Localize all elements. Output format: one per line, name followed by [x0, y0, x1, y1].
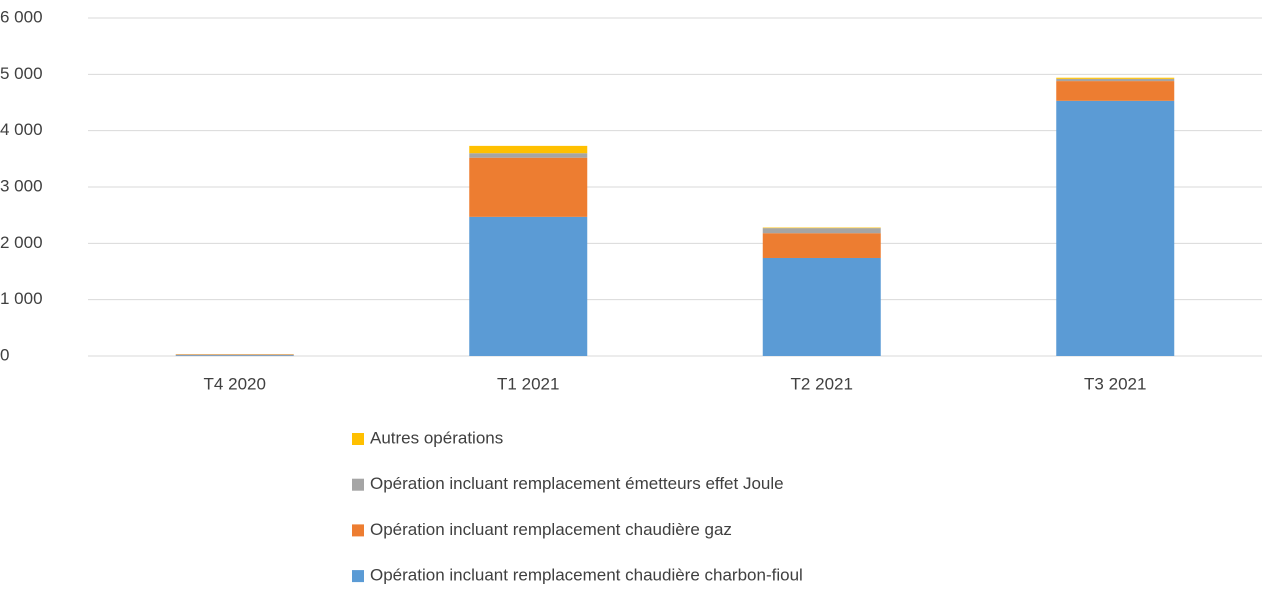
- y-tick-label: 1 000: [0, 289, 43, 308]
- bar-segment: [1056, 100, 1175, 356]
- y-tick-label: 3 000: [0, 176, 43, 195]
- bar-segment: [762, 233, 881, 258]
- bar-segment: [469, 153, 588, 158]
- legend-label: Autres opérations: [370, 428, 503, 447]
- x-tick-label: T2 2021: [791, 374, 853, 393]
- x-tick-label: T4 2020: [204, 374, 266, 393]
- legend-label: Opération incluant remplacement chaudièr…: [370, 520, 732, 539]
- legend-label: Opération incluant remplacement chaudièr…: [370, 566, 803, 585]
- legend-label: Opération incluant remplacement émetteur…: [370, 474, 784, 493]
- bar-segment: [469, 157, 588, 217]
- y-tick-label: 6 000: [0, 7, 43, 26]
- x-tick-label: T3 2021: [1084, 374, 1146, 393]
- y-tick-label: 2 000: [0, 233, 43, 252]
- bar-segment: [175, 355, 294, 356]
- legend-swatch: [352, 524, 364, 537]
- legend-swatch: [352, 433, 364, 445]
- legend-swatch: [352, 478, 364, 491]
- y-tick-label: 4 000: [0, 120, 43, 139]
- bar-segment: [469, 145, 588, 154]
- y-tick-label: 5 000: [0, 64, 43, 83]
- bar-segment: [762, 227, 881, 229]
- bar-segment: [1056, 81, 1175, 101]
- y-tick-label: 0: [0, 345, 9, 364]
- bar-segment: [1056, 78, 1175, 82]
- x-tick-label: T1 2021: [497, 374, 559, 393]
- bar-segment: [762, 257, 881, 356]
- bar-segment: [175, 354, 294, 356]
- legend-swatch: [352, 570, 364, 583]
- bar-segment: [762, 228, 881, 234]
- bar-segment: [469, 216, 588, 356]
- bar-segment: [1056, 77, 1175, 79]
